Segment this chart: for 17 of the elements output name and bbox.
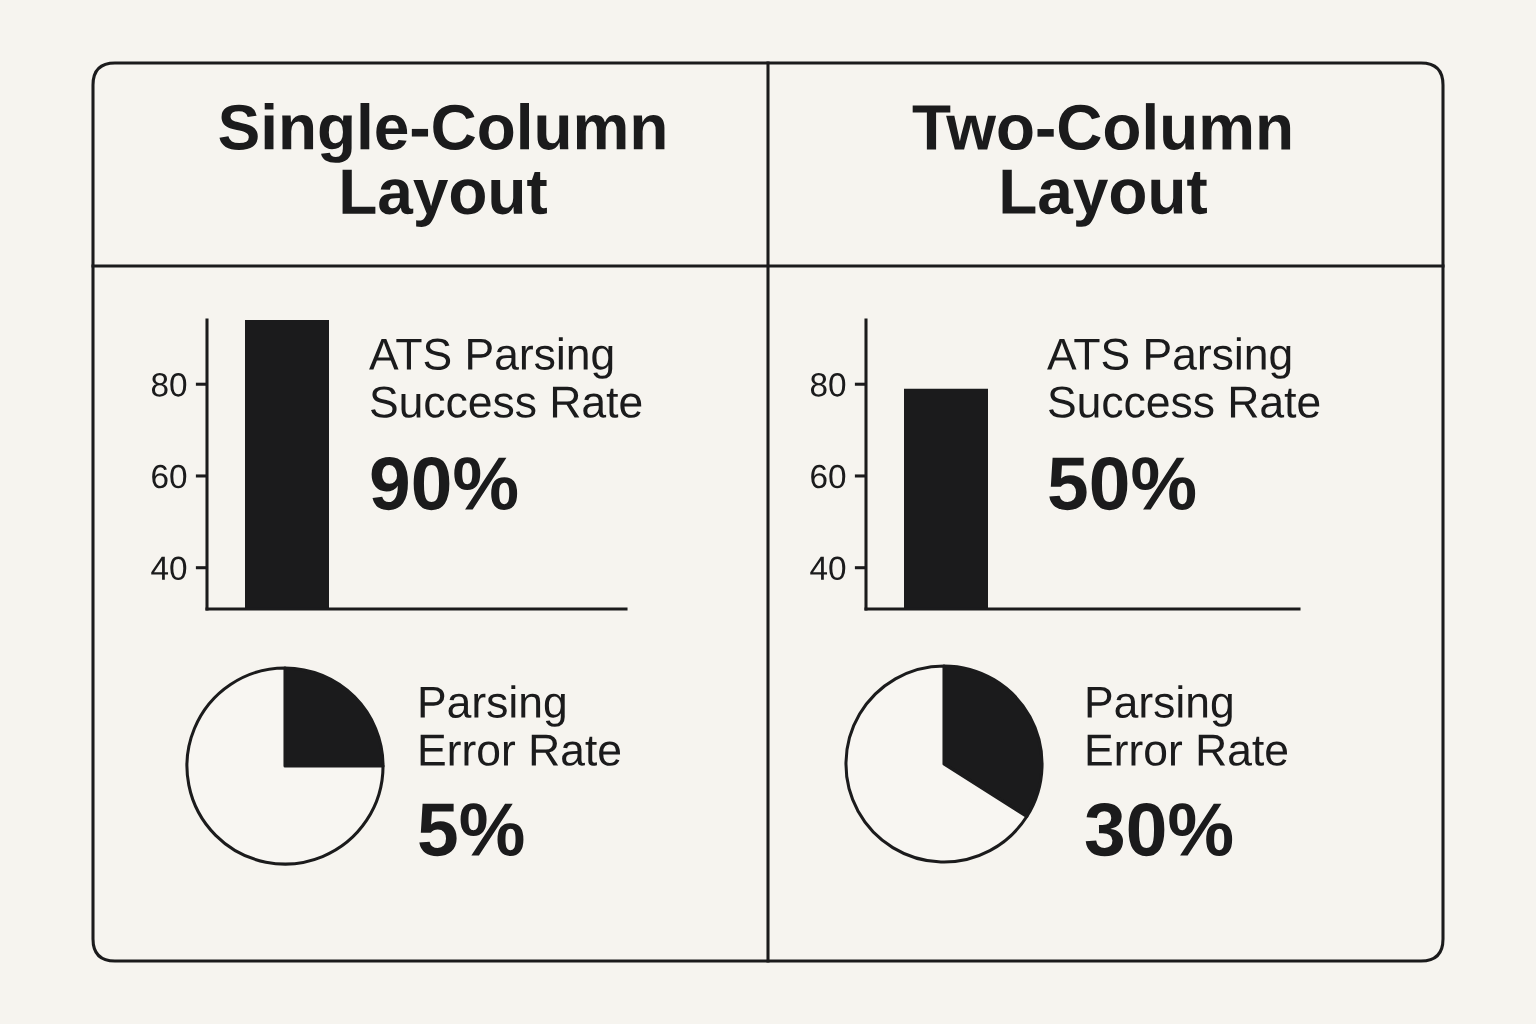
annotation: 50% [1049,457,1196,511]
y-tick-label: 40 [810,556,846,581]
y-tick-label: 60 [152,464,187,489]
y-tick-label: 60 [811,464,846,489]
text: Parsing Error Rate [1087,685,1288,766]
annotation: 90% [371,457,518,511]
text: 30% [1085,803,1233,857]
pie-slice [185,666,385,866]
annotation: ATS Parsing Success Rate [1047,337,1320,418]
chart-title: Two-Column Layout [912,103,1291,227]
y-tick-label: 80 [810,373,846,397]
annotation: ATS Parsing Success Rate [369,337,642,418]
text: 5% [419,803,524,857]
y-tick-label: 80 [151,373,187,397]
chart-title: Single-Column Layout [219,102,665,228]
y-tick-label: 40 [151,556,187,581]
text: Parsing Error Rate [420,685,621,766]
